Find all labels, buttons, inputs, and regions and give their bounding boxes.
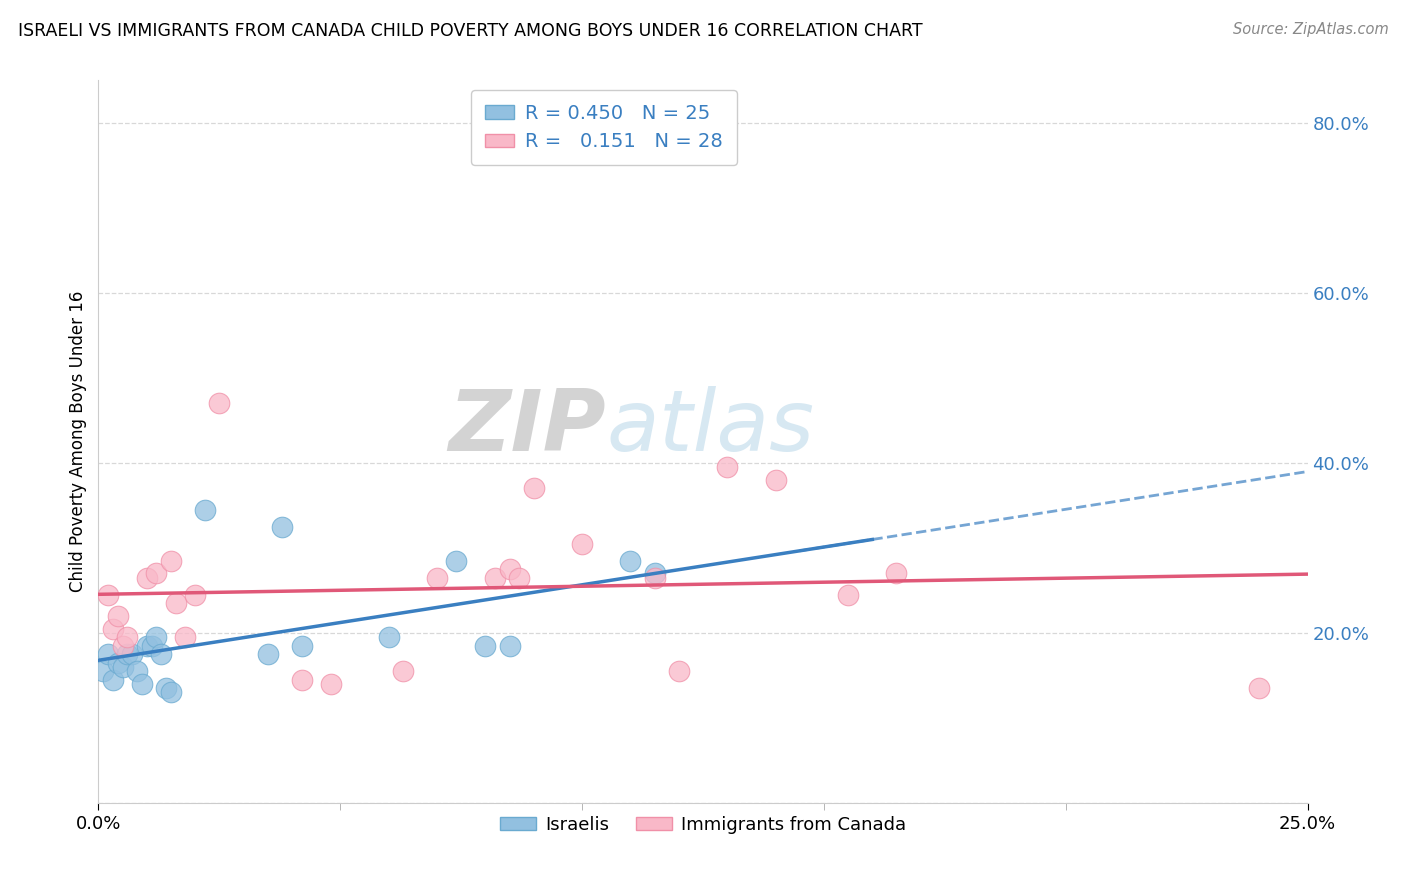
Point [141,639,163,653]
Point [145,630,167,644]
Point [97,588,120,602]
Point [319,677,342,691]
Text: atlas: atlas [606,385,814,468]
Point [117,630,139,644]
Point [174,630,197,644]
Point [145,566,167,581]
Text: ISRAELI VS IMMIGRANTS FROM CANADA CHILD POVERTY AMONG BOYS UNDER 16 CORRELATION : ISRAELI VS IMMIGRANTS FROM CANADA CHILD … [18,22,922,40]
Point [290,673,312,687]
Point [121,647,143,661]
Point [765,473,787,487]
Point [256,647,278,661]
Point [160,685,183,699]
Point [111,639,134,653]
Point [107,608,129,623]
Point [107,656,129,670]
Point [101,673,124,687]
Text: ZIP: ZIP [449,385,606,468]
Point [886,566,908,581]
Point [377,630,399,644]
Point [619,553,641,567]
Point [135,639,157,653]
Point [208,396,231,410]
Point [644,566,666,581]
Point [127,664,149,678]
Legend: Israelis, Immigrants from Canada: Israelis, Immigrants from Canada [492,808,914,841]
Point [523,481,546,495]
Point [97,647,120,661]
Point [508,570,530,584]
Point [131,677,153,691]
Point [111,660,134,674]
Point [101,622,124,636]
Point [392,664,415,678]
Point [91,664,114,678]
Point [837,588,859,602]
Point [135,570,157,584]
Point [117,647,139,661]
Point [446,553,468,567]
Point [474,639,496,653]
Point [184,588,207,602]
Point [571,536,593,550]
Point [1249,681,1271,695]
Point [644,570,666,584]
Point [290,639,312,653]
Y-axis label: Child Poverty Among Boys Under 16: Child Poverty Among Boys Under 16 [69,291,87,592]
Text: Source: ZipAtlas.com: Source: ZipAtlas.com [1233,22,1389,37]
Point [716,460,738,475]
Point [484,570,506,584]
Point [155,681,177,695]
Point [498,562,520,576]
Point [194,502,217,516]
Point [160,553,183,567]
Point [165,596,187,610]
Point [150,647,173,661]
Point [426,570,449,584]
Point [668,664,690,678]
Point [498,639,520,653]
Point [271,519,294,533]
